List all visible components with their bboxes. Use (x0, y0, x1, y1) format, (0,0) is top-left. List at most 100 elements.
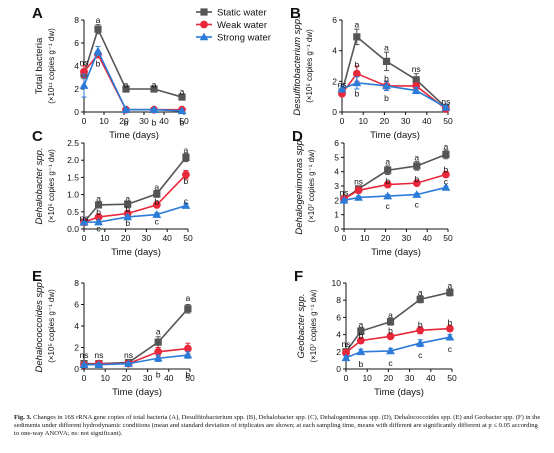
x-tick-label: 20 (122, 373, 132, 383)
significance-label: a (385, 157, 390, 167)
x-axis-label: Time (days) (111, 247, 161, 258)
data-point (149, 105, 159, 113)
panel-letter: B (290, 5, 301, 22)
significance-label: a (96, 194, 101, 204)
significance-label: ns (441, 96, 450, 106)
data-point (341, 353, 351, 362)
y-tick-label: 4 (332, 46, 337, 56)
significance-label: b (384, 73, 389, 83)
x-tick-label: 0 (344, 373, 349, 383)
x-tick-label: 50 (183, 233, 193, 243)
x-tick-label: 40 (159, 116, 169, 126)
y-tick-label: 1.0 (67, 190, 79, 200)
y-axis-label: Desulfitobacterium spp. (292, 16, 303, 115)
x-tick-label: 20 (119, 116, 129, 126)
significance-label: a (384, 43, 389, 53)
legend-label: Static water (217, 8, 267, 19)
series-weak-water (342, 324, 454, 357)
x-tick-label: 10 (100, 373, 110, 383)
significance-label: a (186, 293, 191, 303)
data-point (182, 153, 190, 162)
significance-label: b (385, 176, 390, 186)
data-point (446, 288, 454, 297)
significance-label: c (388, 358, 393, 368)
significance-label: c (184, 196, 189, 206)
y-tick-label: 2 (332, 76, 337, 86)
data-point (384, 166, 392, 174)
x-tick-label: 40 (426, 373, 436, 383)
data-point (352, 78, 362, 87)
data-point (339, 195, 349, 204)
data-point (353, 33, 361, 41)
data-point (337, 84, 347, 93)
x-tick-label: 50 (443, 233, 453, 243)
y-tick-label: 8 (336, 295, 341, 305)
significance-label: b (414, 174, 419, 184)
y-tick-label: 2 (74, 343, 79, 353)
data-point (386, 346, 395, 355)
series-strong-water (341, 332, 455, 362)
significance-label: ns (342, 339, 351, 349)
data-point (123, 212, 133, 221)
y-tick-label: 0 (334, 224, 339, 234)
significance-label: b (152, 117, 157, 127)
y-tick-label: 4 (336, 330, 341, 340)
significance-label: ns (354, 177, 363, 187)
data-point (121, 105, 131, 113)
y-tick-label: 6 (74, 38, 79, 48)
data-point (411, 86, 421, 94)
significance-label: b (125, 218, 130, 228)
x-tick-label: 30 (401, 116, 411, 126)
x-tick-label: 40 (422, 116, 432, 126)
significance-label: ns (80, 58, 89, 68)
data-point (94, 360, 104, 368)
data-point (412, 179, 421, 188)
significance-label: c (415, 200, 420, 210)
y-tick-label: 8 (74, 278, 79, 288)
significance-label: ns (412, 64, 421, 74)
data-point (386, 318, 395, 326)
data-point (357, 327, 365, 335)
y-tick-label: 2 (336, 347, 341, 357)
data-point (386, 332, 395, 341)
data-point (382, 81, 391, 90)
x-tick-label: 30 (139, 116, 149, 126)
y-tick-label: 1 (334, 210, 339, 220)
panel-letter: F (294, 268, 303, 285)
data-point (413, 162, 421, 170)
y-tick-label: 6 (332, 15, 337, 25)
data-point (153, 353, 163, 362)
significance-label: b (418, 319, 423, 329)
y-axis-unit-label: (×10⁵ copies g⁻¹ dw) (47, 289, 56, 363)
data-point (124, 359, 133, 367)
series-strong-water (79, 350, 193, 368)
panel-letter: A (32, 5, 43, 22)
caption-text: Changes in 16S rRNA gene copies of total… (14, 414, 541, 438)
x-tick-label: 0 (342, 233, 347, 243)
legend-marker (200, 8, 208, 16)
x-tick-label: 0 (340, 116, 345, 126)
significance-label: b (156, 369, 161, 379)
significance-label: b (448, 318, 453, 328)
y-tick-label: 4 (334, 167, 339, 177)
x-tick-label: 40 (162, 233, 172, 243)
significance-label: c (418, 350, 423, 360)
data-point (154, 347, 163, 356)
significance-label: a (388, 310, 393, 320)
significance-label: b (96, 59, 101, 69)
y-tick-label: 6 (74, 300, 79, 310)
data-point (94, 213, 103, 221)
data-point (412, 76, 420, 84)
data-point (415, 338, 425, 347)
significance-label: b (124, 117, 129, 127)
significance-label: c (155, 216, 160, 226)
significance-label: b (186, 369, 191, 379)
y-axis-unit-label: (×10⁵ copies g⁻¹ dw) (305, 29, 314, 103)
y-tick-label: 2.5 (67, 138, 79, 148)
caption-label: Fig. 3. (14, 414, 32, 421)
y-axis-unit-label: (×10⁵ copies g⁻¹ dw) (47, 149, 56, 223)
data-point (416, 326, 425, 335)
x-axis-label: Time (days) (109, 130, 159, 141)
